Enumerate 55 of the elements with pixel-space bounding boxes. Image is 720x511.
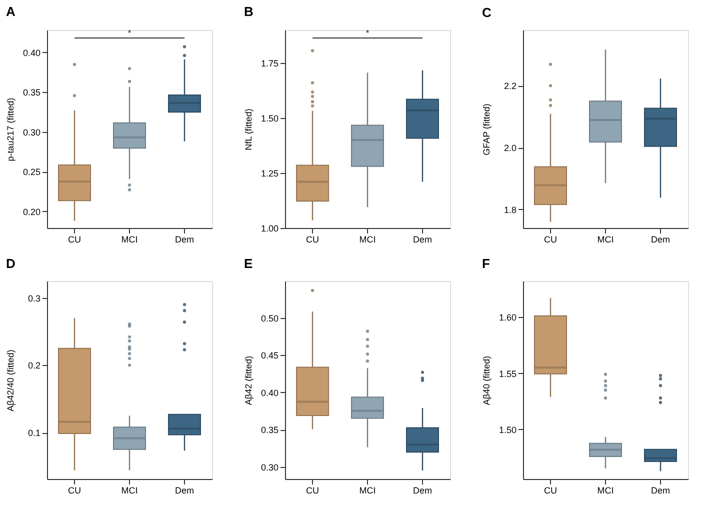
chart-title: A [6, 4, 16, 19]
y-axis-title: Aβ42/40 (fitted) [6, 350, 16, 412]
y-tick-label: 0.20 [22, 206, 40, 217]
y-tick-label: 0.35 [22, 88, 40, 98]
y-axis-title: p-tau217 (fitted) [6, 98, 16, 162]
x-tick-label: Dem [174, 234, 194, 244]
x-tick-label: CU [306, 486, 319, 496]
y-tick-label: 0.25 [22, 167, 40, 178]
y-tick-label: 0.30 [22, 127, 40, 138]
x-tick-label: MCI [597, 234, 614, 244]
x-tick-label: MCI [359, 234, 376, 244]
y-tick-label: 0.40 [22, 48, 40, 58]
chart-title: E [244, 256, 253, 271]
x-tick-label: MCI [597, 486, 614, 496]
x-tick-label: Dem [174, 486, 194, 496]
x-tick-label: MCI [359, 486, 376, 496]
chart-title: C [482, 5, 492, 20]
x-tick-label: MCI [121, 234, 138, 244]
y-tick-label: 1.55 [498, 368, 516, 379]
x-tick-label: Dem [650, 486, 670, 496]
y-tick-label: 1.60 [498, 312, 516, 322]
y-axis-title: Aβ40 (fitted) [482, 356, 492, 406]
x-tick-label: CU [544, 234, 557, 244]
x-tick-label: Dem [650, 234, 670, 244]
y-tick-label: 0.2 [28, 360, 40, 371]
y-tick-label: 1.50 [498, 425, 516, 435]
chart-title: B [244, 4, 254, 19]
annotation: * [128, 28, 132, 38]
x-tick-label: CU [306, 234, 319, 244]
y-axis-title: GFAP (fitted) [482, 104, 492, 156]
y-tick-label: 1.00 [260, 224, 278, 234]
x-tick-label: Dem [412, 486, 432, 496]
y-tick-label: 2.2 [504, 81, 516, 92]
y-tick-label: 0.35 [260, 425, 278, 436]
y-tick-label: 0.40 [260, 388, 278, 398]
y-tick-label: 0.30 [260, 462, 278, 472]
x-tick-label: CU [544, 486, 557, 496]
x-tick-label: MCI [121, 486, 138, 496]
y-tick-label: 2.0 [504, 143, 516, 154]
y-axis-title: NfL (fitted) [244, 108, 254, 150]
y-axis-title: Aβ42 (fitted) [244, 356, 254, 406]
y-tick-label: 1.25 [260, 168, 278, 178]
y-tick-label: 1.75 [260, 58, 278, 68]
x-tick-label: CU [68, 486, 81, 496]
x-tick-label: Dem [412, 234, 432, 244]
y-tick-label: 1.50 [260, 114, 278, 124]
y-tick-label: 0.50 [260, 313, 278, 324]
x-tick-label: CU [68, 234, 81, 244]
chart-title: F [482, 256, 490, 271]
y-tick-label: 1.8 [504, 204, 516, 215]
y-tick-label: 0.3 [28, 293, 40, 304]
annotation: * [366, 28, 370, 38]
y-tick-label: 0.1 [28, 428, 40, 438]
chart-title: D [6, 256, 16, 271]
y-tick-label: 0.45 [260, 350, 278, 361]
